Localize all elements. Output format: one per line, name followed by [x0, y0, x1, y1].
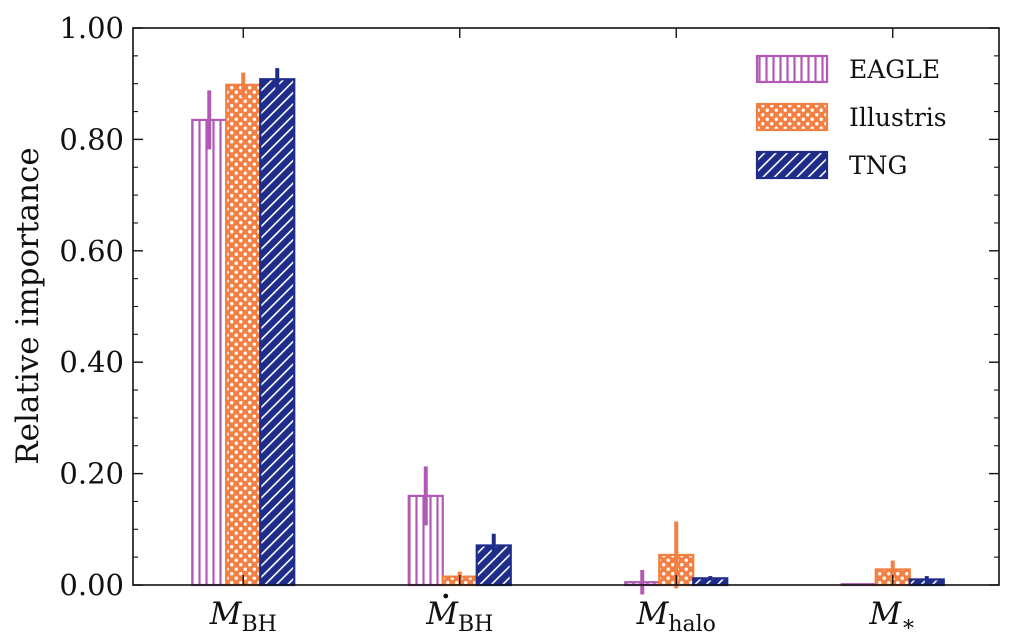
x-category-sub: BH [241, 612, 276, 637]
x-category-label: Mhalo [636, 596, 716, 637]
legend: EAGLE Illustris TNG [755, 54, 947, 180]
bar-illustris-0 [225, 83, 262, 587]
legend-label-illustris: Illustris [849, 103, 947, 132]
dot-accent [443, 593, 449, 599]
legend-label-tng: TNG [849, 151, 908, 180]
x-category-sub: BH [458, 612, 493, 637]
x-category-label: MBH [209, 596, 277, 637]
plot-frame [132, 27, 1000, 586]
bars [191, 78, 945, 587]
y-axis-ticks: 0.00 0.20 0.40 0.60 0.80 1.00 [59, 11, 999, 602]
x-category-label: M∗ [868, 596, 916, 637]
y-tick-label: 0.80 [59, 122, 124, 156]
bar-eagle-0 [191, 118, 228, 587]
legend-swatch-tng [755, 150, 829, 180]
x-category-main: M [636, 596, 670, 632]
error-bars [207, 68, 929, 595]
x-category-sub: halo [668, 612, 716, 637]
legend-label-eagle: EAGLE [849, 55, 940, 84]
x-category-sub: ∗ [901, 612, 916, 637]
x-category-label: MBH [425, 596, 493, 637]
y-tick-label: 0.60 [59, 234, 124, 268]
x-axis-labels: MBH MBH Mhalo M∗ [209, 28, 916, 637]
x-category-main: M [425, 596, 459, 632]
bar-tng-0 [259, 78, 296, 587]
y-tick-label: 0.20 [59, 457, 124, 491]
x-category-main: M [209, 596, 243, 632]
legend-swatch-eagle [755, 54, 829, 84]
y-tick-label: 0.00 [59, 568, 124, 602]
legend-swatch-illustris [755, 102, 829, 132]
x-category-main: M [868, 596, 902, 632]
y-tick-label: 1.00 [59, 11, 124, 45]
y-axis-title: Relative importance [10, 147, 46, 464]
y-tick-label: 0.40 [59, 345, 124, 379]
